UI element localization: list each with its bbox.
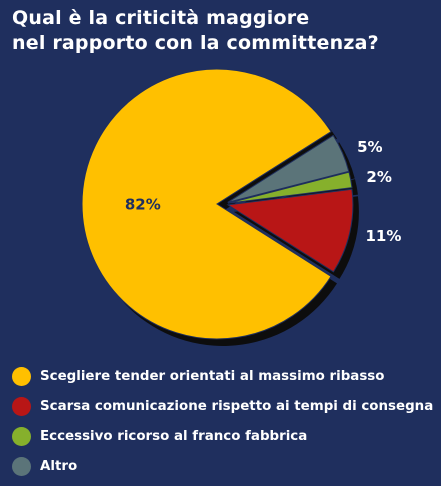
chart-title-line-1: Qual è la criticità maggiore (12, 7, 310, 29)
legend-item-scarsa-comunicazione: Scarsa comunicazione rispetto ai tempi d… (12, 391, 437, 421)
pie-slice-franco-fabbrica (227, 171, 353, 204)
legend-swatch-altro (12, 456, 31, 476)
legend-label-altro: Altro (40, 458, 78, 474)
pie-slice-altro (227, 134, 350, 203)
legend-label-massimo-ribasso: Scegliere tender orientati al massimo ri… (40, 368, 385, 384)
legend-swatch-franco-fabbrica (12, 426, 31, 446)
legend-label-franco-fabbrica: Eccessivo ricorso al franco fabbrica (40, 428, 308, 444)
legend-swatch-massimo-ribasso (12, 366, 31, 386)
pie-value-label-franco-fabbrica: 2% (366, 168, 391, 186)
pie-value-label-altro: 5% (357, 138, 382, 156)
pie-slice-layer (81, 68, 354, 340)
legend-swatch-scarsa-comunicazione (12, 396, 31, 416)
chart-title-line-2: nel rapporto con la committenza? (12, 32, 379, 54)
chart-legend: Scegliere tender orientati al massimo ri… (12, 361, 437, 481)
pie-value-label-scarsa-comunicazione: 11% (366, 227, 402, 245)
pie-slice-scarsa-comunicazione (226, 188, 354, 273)
chart-title: Qual è la criticità maggiore nel rapport… (12, 6, 432, 56)
legend-item-franco-fabbrica: Eccessivo ricorso al franco fabbrica (12, 421, 437, 451)
pie-slice-massimo-ribasso (81, 68, 332, 340)
pie-value-label-massimo-ribasso: 82% (125, 195, 161, 213)
legend-item-altro: Altro (12, 451, 437, 481)
legend-label-scarsa-comunicazione: Scarsa comunicazione rispetto ai tempi d… (40, 398, 434, 414)
legend-item-massimo-ribasso: Scegliere tender orientati al massimo ri… (12, 361, 437, 391)
pie-label-layer: 82% 11% 2% 5% (125, 138, 402, 245)
